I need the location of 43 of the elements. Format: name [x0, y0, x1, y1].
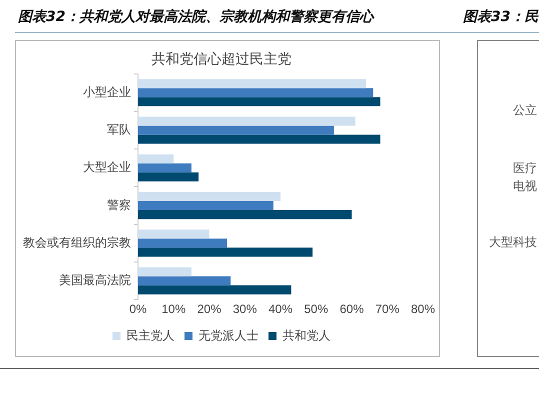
- text: 公立: [513, 102, 537, 119]
- y-tick-label: 小型企业: [83, 84, 131, 99]
- bar: [138, 201, 274, 210]
- bar: [138, 116, 356, 126]
- bar: [138, 134, 380, 144]
- bar: [138, 230, 210, 239]
- y-tick-label: 教会或有组织的宗教: [23, 235, 131, 250]
- bar: [138, 248, 313, 257]
- text: 大型科技: [489, 234, 537, 251]
- bar: [138, 285, 292, 294]
- bar: [138, 276, 231, 286]
- bar: [138, 163, 192, 172]
- y-tick-label: 大型企业: [83, 160, 131, 174]
- legend-label: 无党派人士: [198, 328, 258, 342]
- legend-label: 共和党人: [282, 328, 330, 342]
- y-tick-label: 军队: [107, 122, 131, 137]
- bar: [138, 238, 228, 248]
- bar: [138, 154, 174, 164]
- bar: [138, 172, 199, 182]
- y-tick-label: 美国最高法院: [59, 273, 131, 288]
- bar: [138, 210, 352, 220]
- x-tick-label: 80%: [410, 302, 436, 316]
- chart-subtitle: 共和党信心超过民主党: [152, 50, 292, 66]
- text: 图表33：民: [463, 8, 538, 26]
- text: 电视: [513, 178, 537, 195]
- x-tick-label: 40%: [268, 302, 293, 316]
- x-tick-label: 50%: [304, 302, 328, 316]
- text: 医疗: [513, 160, 537, 177]
- bar: [138, 192, 280, 201]
- x-tick-label: 0%: [129, 302, 147, 316]
- x-tick-label: 60%: [340, 302, 364, 316]
- x-tick-label: 10%: [162, 302, 186, 316]
- bar: [138, 97, 380, 106]
- x-tick-label: 70%: [375, 302, 400, 316]
- legend-label: 民主党人: [126, 328, 174, 342]
- y-tick-label: 警察: [107, 198, 131, 212]
- bar: [138, 267, 192, 276]
- x-tick-label: 20%: [197, 302, 222, 316]
- chart-title: 图表32：共和党人对最高法院、宗教机构和警察更有信心: [18, 8, 374, 26]
- bar: [138, 79, 366, 88]
- bar: [138, 126, 334, 135]
- bar: [138, 88, 374, 98]
- x-tick-label: 30%: [232, 302, 258, 316]
